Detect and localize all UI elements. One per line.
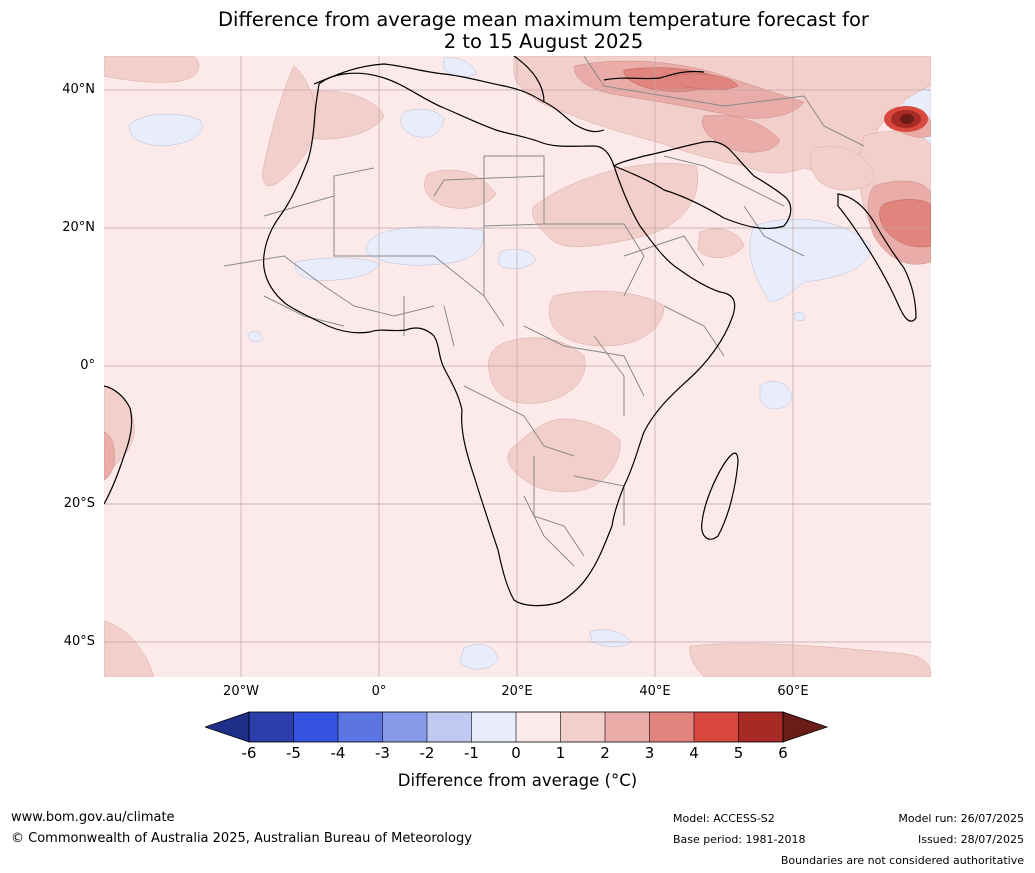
extreme-warm-hotspot xyxy=(884,106,928,132)
colorbar-cells xyxy=(205,711,829,743)
colorbar-tick-label: -5 xyxy=(286,744,301,762)
below-average-regions xyxy=(129,57,931,670)
colorbar-cell xyxy=(605,712,650,742)
colorbar-tick-label: 4 xyxy=(689,744,699,762)
colorbar-extend-low xyxy=(205,711,250,743)
map-title: Difference from average mean maximum tem… xyxy=(100,9,987,53)
boundaries-disclaimer: Boundaries are not considered authoritat… xyxy=(780,854,1024,867)
colorbar-cell xyxy=(516,712,561,742)
colorbar-cell xyxy=(738,712,783,742)
graticule xyxy=(104,56,931,677)
lon-label-60e: 60°E xyxy=(777,684,809,699)
colorbar-tick-label: 6 xyxy=(778,744,788,762)
colorbar-tick-label: 3 xyxy=(644,744,655,762)
lat-label-0: 0° xyxy=(80,358,95,373)
colorbar-cell xyxy=(293,712,338,742)
colorbar-cell xyxy=(649,712,694,742)
colorbar-cell xyxy=(382,712,427,742)
website-link[interactable]: www.bom.gov.au/climate xyxy=(11,810,175,825)
colorbar-cell xyxy=(694,712,739,742)
colorbar-cell xyxy=(471,712,516,742)
copyright-text: © Commonwealth of Australia 2025, Austra… xyxy=(11,831,472,846)
lon-label-40e: 40°E xyxy=(639,684,671,699)
title-line-1: Difference from average mean maximum tem… xyxy=(218,8,869,31)
country-borders xyxy=(223,56,865,567)
colorbar-tick-label: 1 xyxy=(555,744,566,762)
issued-date: Issued: 28/07/2025 xyxy=(917,833,1024,846)
base-period: Base period: 1981-2018 xyxy=(673,833,806,846)
forecast-map xyxy=(104,56,931,677)
title-line-2: 2 to 15 August 2025 xyxy=(443,30,644,53)
colorbar-extend-high xyxy=(782,711,829,743)
map-canvas xyxy=(104,56,931,677)
colorbar-tick-label: -4 xyxy=(330,744,346,762)
colorbar-label: Difference from average (°C) xyxy=(397,771,638,790)
model-name: Model: ACCESS-S2 xyxy=(673,812,775,825)
lat-label-40n: 40°N xyxy=(62,82,95,97)
lon-label-0: 0° xyxy=(371,684,387,699)
model-run-date: Model run: 26/07/2025 xyxy=(898,812,1024,825)
colorbar-tick-label: 5 xyxy=(733,744,744,762)
colorbar-cell xyxy=(249,712,294,742)
colorbar-tick-label: -3 xyxy=(375,744,390,762)
warm-3-4-regions xyxy=(623,67,931,248)
colorbar-cell xyxy=(338,712,383,742)
colorbar xyxy=(205,711,829,743)
colorbar-cell xyxy=(560,712,605,742)
lon-label-20w: 20°W xyxy=(223,684,259,699)
colorbar-cell xyxy=(427,712,472,742)
colorbar-tick-label: 2 xyxy=(600,744,610,762)
colorbar-tick-label: -1 xyxy=(464,744,479,762)
lat-label-20s: 20°S xyxy=(63,496,95,511)
lon-label-20e: 20°E xyxy=(501,684,533,699)
colorbar-tick-label: -2 xyxy=(419,744,435,762)
lat-label-20n: 20°N xyxy=(62,220,95,235)
colorbar-tick-label: -6 xyxy=(241,744,257,762)
coastlines xyxy=(104,56,917,607)
lat-label-40s: 40°S xyxy=(63,634,95,649)
colorbar-tick-label: 0 xyxy=(511,744,521,762)
